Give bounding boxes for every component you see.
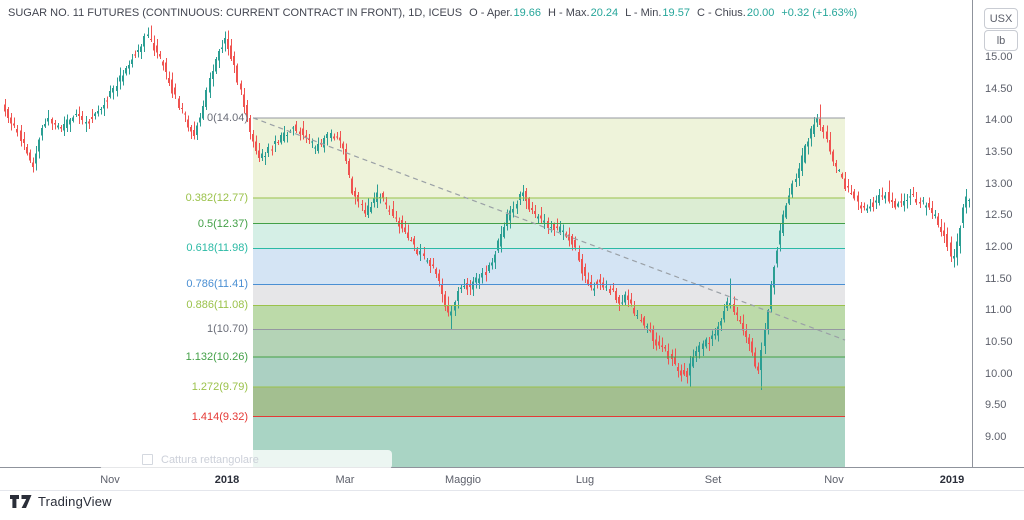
ohlc-label: H - Max. xyxy=(548,7,590,19)
trendline-dashed xyxy=(252,117,846,341)
time-label: Mar xyxy=(335,474,355,486)
time-label: Set xyxy=(704,474,722,486)
price-tick: 15.00 xyxy=(985,51,1013,63)
time-label: Lug xyxy=(575,474,595,486)
tradingview-attribution[interactable]: TradingView xyxy=(10,494,112,509)
time-axis[interactable]: Nov 2018 Mar Maggio Lug Set Nov 2019 xyxy=(0,468,1024,490)
ohlc-readout: O - Aper.19.66 H - Max.20.24 L - Min.19.57… xyxy=(462,7,774,19)
price-tick: 13.50 xyxy=(985,145,1013,158)
price-tick: 14.00 xyxy=(985,114,1013,127)
capture-icon xyxy=(142,454,153,465)
fib-label-1.414: 1.414(9.32) xyxy=(191,410,248,423)
tradingview-logo-icon xyxy=(10,495,32,508)
fib-label-0.886: 0.886(11.08) xyxy=(186,299,248,312)
fib-label-0.382: 0.382(12.77) xyxy=(185,192,248,205)
candles xyxy=(4,25,970,391)
ohlc-value: 20.00 xyxy=(746,7,775,19)
change-readout: +0.32 (+1.63%) xyxy=(781,7,858,19)
capture-label: Cattura rettangolare xyxy=(161,453,259,466)
fib-label-0.786: 0.786(11.41) xyxy=(186,278,248,291)
price-tick: 13.00 xyxy=(985,177,1013,190)
time-label: 2019 xyxy=(939,474,965,486)
fib-label-1: 1(10.70) xyxy=(207,323,248,336)
price-tick: 12.00 xyxy=(985,240,1013,253)
price-tick: 10.50 xyxy=(985,335,1013,348)
price-tick: 9.00 xyxy=(985,430,1007,443)
fib-label-0.618: 0.618(11.98) xyxy=(186,242,248,255)
time-label: Maggio xyxy=(444,474,482,486)
price-tick: 12.50 xyxy=(985,209,1013,222)
time-label: Nov xyxy=(824,474,844,486)
fib-band-fills xyxy=(253,117,845,468)
price-tick: 10.00 xyxy=(985,367,1013,380)
ohlc-label: O - Aper. xyxy=(469,7,513,19)
ohlc-value: 20.24 xyxy=(590,7,619,19)
unit-button-usx[interactable]: USX xyxy=(984,8,1018,29)
screen-capture-ghost: Cattura rettangolare xyxy=(100,450,392,469)
ohlc-value: 19.66 xyxy=(513,7,542,19)
unit-button-lb[interactable]: lb xyxy=(984,30,1018,51)
fib-level-lines xyxy=(253,117,845,418)
time-label: 2018 xyxy=(214,474,240,486)
tradingview-logo-text: TradingView xyxy=(38,494,112,509)
price-tick: 14.50 xyxy=(985,82,1013,95)
fib-label-1.272: 1.272(9.79) xyxy=(191,380,248,393)
ohlc-label: C - Chius. xyxy=(696,7,746,19)
price-scale[interactable]: USX lb 15.00 14.50 14.00 13.50 13.00 12.50 12.… xyxy=(973,0,1024,468)
symbol-title: SUGAR NO. 11 FUTURES (CONTINUOUS: CURREN… xyxy=(8,7,463,19)
fib-label-0.5: 0.5(12.37) xyxy=(197,217,248,230)
fib-label-1.132: 1.132(10.26) xyxy=(185,351,248,364)
fib-label-0: 0(14.04) xyxy=(207,111,248,124)
price-tick: 9.50 xyxy=(985,399,1007,412)
price-tick: 11.50 xyxy=(985,272,1012,285)
ohlc-value: 19.57 xyxy=(662,7,690,19)
price-tick: 11.00 xyxy=(985,304,1012,317)
ohlc-label: L - Min. xyxy=(625,7,662,19)
time-label: Nov xyxy=(100,474,120,486)
symbol-legend: SUGAR NO. 11 FUTURES (CONTINUOUS: CURREN… xyxy=(8,7,857,19)
